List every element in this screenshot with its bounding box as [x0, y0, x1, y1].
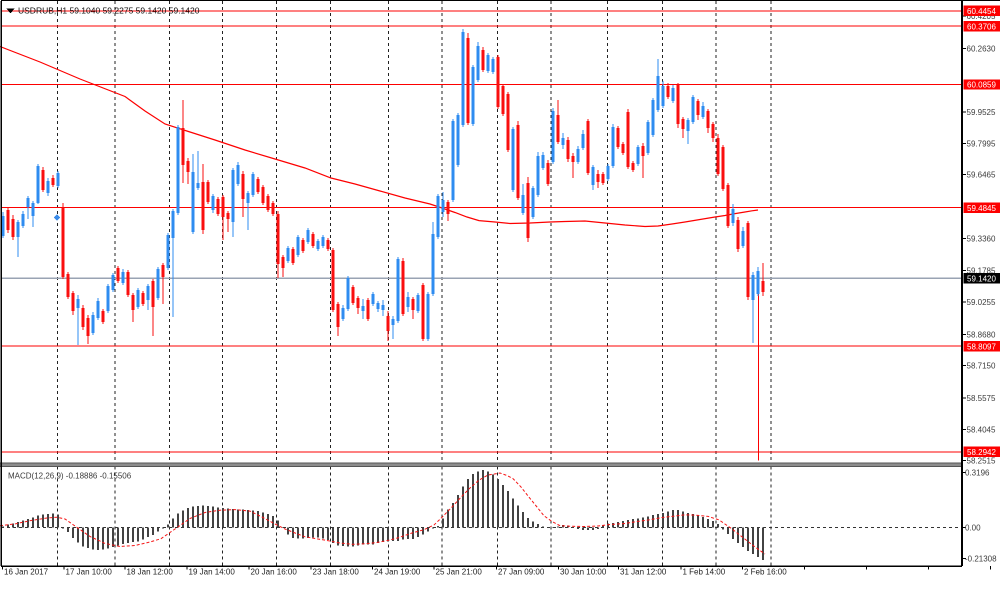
- svg-text:58.4045: 58.4045: [967, 425, 996, 434]
- svg-text:19 Jan 14:00: 19 Jan 14:00: [189, 568, 236, 577]
- svg-text:60.4454: 60.4454: [967, 7, 996, 16]
- svg-text:17 Jan 10:00: 17 Jan 10:00: [66, 568, 113, 577]
- svg-text:58.2515: 58.2515: [967, 457, 996, 466]
- svg-text:58.2942: 58.2942: [967, 448, 996, 457]
- svg-text:1 Feb 14:00: 1 Feb 14:00: [683, 568, 726, 577]
- svg-text:58.5575: 58.5575: [967, 394, 996, 403]
- svg-text:23 Jan 18:00: 23 Jan 18:00: [313, 568, 360, 577]
- svg-text:-0.21308: -0.21308: [965, 555, 997, 564]
- svg-text:58.7150: 58.7150: [967, 362, 996, 371]
- svg-text:31 Jan 12:00: 31 Jan 12:00: [620, 568, 667, 577]
- svg-text:59.9525: 59.9525: [967, 108, 996, 117]
- svg-text:59.4845: 59.4845: [967, 204, 996, 213]
- svg-text:59.3360: 59.3360: [967, 234, 996, 243]
- svg-text:16 Jan 2017: 16 Jan 2017: [4, 568, 49, 577]
- svg-text:58.8097: 58.8097: [967, 342, 996, 351]
- svg-text:MACD(12,26,9) -0.18886 -0.1550: MACD(12,26,9) -0.18886 -0.15506: [8, 472, 132, 481]
- svg-text:0.00: 0.00: [965, 523, 981, 532]
- svg-text:58.8680: 58.8680: [967, 330, 996, 339]
- svg-text:20 Jan 16:00: 20 Jan 16:00: [251, 568, 298, 577]
- svg-text:59.6465: 59.6465: [967, 171, 996, 180]
- svg-text:25 Jan 21:00: 25 Jan 21:00: [436, 568, 483, 577]
- svg-text:USDRUB,H1 59.1040 59.2275 59.: USDRUB,H1 59.1040 59.2275 59.1420 59.142…: [18, 6, 200, 16]
- svg-text:24 Jan 19:00: 24 Jan 19:00: [374, 568, 421, 577]
- svg-text:30 Jan 10:00: 30 Jan 10:00: [560, 568, 607, 577]
- svg-text:59.0255: 59.0255: [967, 298, 996, 307]
- svg-text:59.7995: 59.7995: [967, 139, 996, 148]
- svg-text:60.0859: 60.0859: [967, 81, 996, 90]
- svg-text:18 Jan 12:00: 18 Jan 12:00: [127, 568, 174, 577]
- svg-text:60.2630: 60.2630: [967, 44, 996, 53]
- svg-text:0.3196: 0.3196: [965, 468, 990, 477]
- svg-text:2 Feb 16:00: 2 Feb 16:00: [744, 568, 787, 577]
- svg-text:27 Jan 09:00: 27 Jan 09:00: [498, 568, 545, 577]
- svg-text:59.1420: 59.1420: [967, 274, 996, 283]
- svg-text:60.3706: 60.3706: [967, 22, 996, 31]
